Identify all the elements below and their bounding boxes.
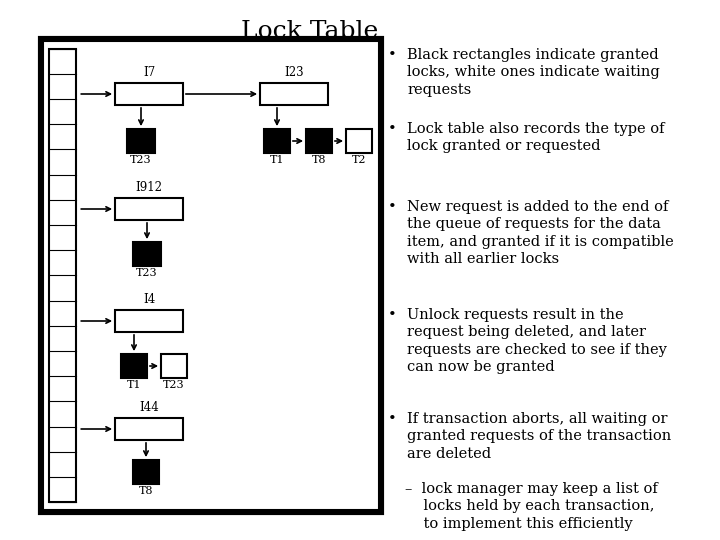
Text: •: • [388, 122, 397, 136]
Text: T2: T2 [352, 155, 366, 165]
Text: I912: I912 [135, 181, 163, 194]
Text: T1: T1 [270, 155, 284, 165]
Text: •: • [388, 48, 397, 62]
Text: T23: T23 [130, 155, 152, 165]
Text: T23: T23 [136, 268, 158, 278]
Bar [115, 83, 183, 105]
Bar [40, 38, 382, 513]
Bar [115, 310, 183, 332]
Text: T23: T23 [163, 380, 185, 390]
Bar [133, 242, 161, 266]
Text: T1: T1 [127, 380, 141, 390]
Text: Unlock requests result in the
request being deleted, and later
requests are chec: Unlock requests result in the request be… [407, 308, 667, 374]
Bar [115, 418, 183, 440]
Text: I44: I44 [139, 401, 159, 414]
Text: I7: I7 [143, 66, 155, 79]
Bar [127, 129, 155, 153]
Text: •: • [388, 412, 397, 426]
Bar [346, 129, 372, 153]
Bar [115, 198, 183, 220]
Text: –  lock manager may keep a list of
    locks held by each transaction,
    to im: – lock manager may keep a list of locks … [405, 482, 658, 531]
Text: Lock Table: Lock Table [241, 20, 379, 43]
Bar [133, 460, 159, 484]
Text: T8: T8 [139, 486, 153, 496]
Bar [161, 354, 187, 378]
Bar [306, 129, 332, 153]
Text: I4: I4 [143, 293, 155, 306]
Text: •: • [388, 200, 397, 214]
Bar [121, 354, 147, 378]
Text: •: • [388, 308, 397, 322]
Text: T8: T8 [312, 155, 326, 165]
Text: I23: I23 [284, 66, 304, 79]
Bar [42, 41, 379, 510]
Text: Black rectangles indicate granted
locks, white ones indicate waiting
requests: Black rectangles indicate granted locks,… [407, 48, 660, 97]
Text: If transaction aborts, all waiting or
granted requests of the transaction
are de: If transaction aborts, all waiting or gr… [407, 412, 671, 461]
Text: Lock table also records the type of
lock granted or requested: Lock table also records the type of lock… [407, 122, 665, 153]
Bar [260, 83, 328, 105]
Bar [49, 49, 76, 502]
Bar [264, 129, 290, 153]
Text: New request is added to the end of
the queue of requests for the data
item, and : New request is added to the end of the q… [407, 200, 674, 266]
